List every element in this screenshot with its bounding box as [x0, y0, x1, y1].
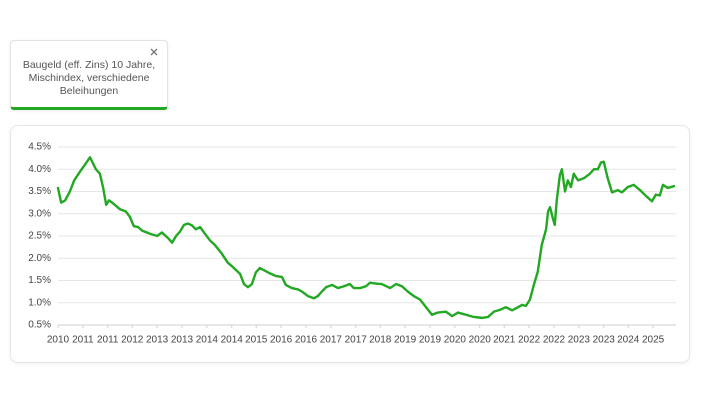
x-tick-label: 2016 [270, 335, 293, 346]
chart-card [10, 125, 690, 363]
x-tick-label: 2016 [295, 335, 318, 346]
y-tick-label: 4.0% [28, 164, 51, 175]
x-tick-label: 2017 [345, 335, 368, 346]
x-tick-label: 2021 [493, 335, 516, 346]
legend: Baugeld (eff. Zins) 10 Jahre, Mischindex… [10, 40, 168, 110]
x-tick-label: 2024 [617, 335, 640, 346]
x-tick-label: 2012 [121, 335, 144, 346]
x-tick-label: 2011 [72, 335, 94, 346]
x-tick-label: 2010 [47, 335, 70, 346]
y-tick-label: 0.5% [28, 320, 51, 331]
x-tick-label: 2018 [369, 335, 392, 346]
x-tick-label: 2015 [245, 335, 268, 346]
x-tick-label: 2025 [642, 335, 665, 346]
x-tick-label: 2011 [97, 335, 119, 346]
y-tick-label: 3.0% [28, 208, 51, 219]
data-line [56, 156, 676, 320]
legend-entry[interactable]: Baugeld (eff. Zins) 10 Jahre, Mischindex… [22, 59, 156, 97]
x-tick-label: 2023 [593, 335, 616, 346]
y-tick-label: 1.0% [28, 297, 51, 308]
x-tick-label: 2019 [394, 335, 417, 346]
y-tick-label: 4.5% [28, 142, 51, 153]
x-tick-label: 2014 [196, 335, 219, 346]
x-tick-label: 2014 [221, 335, 244, 346]
x-tick-label: 2022 [543, 335, 566, 346]
y-tick-label: 3.5% [28, 186, 51, 197]
x-tick-label: 2013 [171, 335, 194, 346]
x-tick-label: 2017 [320, 335, 343, 346]
x-tick-label: 2023 [568, 335, 591, 346]
close-button[interactable] [149, 47, 159, 57]
y-tick-label: 2.5% [28, 231, 51, 242]
y-tick-label: 2.0% [28, 253, 51, 264]
x-tick-label: 2013 [146, 335, 169, 346]
x-tick-label: 2020 [469, 335, 492, 346]
x-tick-label: 2019 [419, 335, 442, 346]
x-tick-label: 2020 [444, 335, 467, 346]
x-tick-label: 2022 [518, 335, 541, 346]
y-tick-label: 1.5% [28, 275, 51, 286]
